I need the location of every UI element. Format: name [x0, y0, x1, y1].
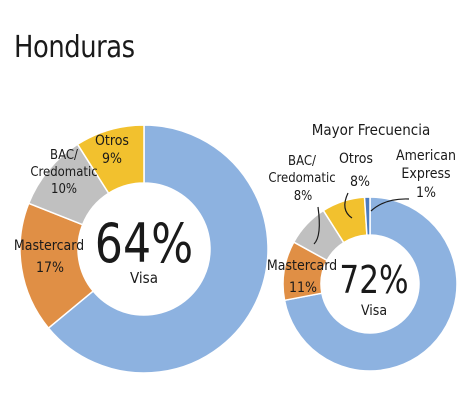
donut2-label-bac: BAC/ [288, 154, 316, 169]
donut2-leader-bac [313, 206, 320, 245]
donut2-leader-amex [370, 198, 410, 212]
donut1-center-hole [78, 183, 210, 315]
donut2-center-label: Visa [361, 303, 387, 319]
donut2-center-percent: 72% [339, 259, 408, 303]
donut2-label-bac-2: Credomatic [268, 171, 335, 186]
donut2-label-otros: Otros [339, 151, 373, 167]
donut1-label-otros: Otros [95, 133, 129, 149]
donut1-label-bac-2: Credomatic [30, 165, 97, 180]
donut2-slice-visa [283, 196, 458, 372]
donut2-label-amex-2: Express [401, 166, 450, 182]
donut2-title: Mayor Frecuencia [312, 121, 430, 139]
donut1-label-mastercard: Mastercard [14, 238, 84, 254]
donut2-label-amex: American [396, 148, 456, 164]
donut1-value-otros: 9% [102, 151, 122, 167]
donut2-label-mastercard: Mastercard [267, 258, 337, 274]
donut-chart-all [19, 124, 269, 374]
donut-chart-frequency [282, 196, 458, 372]
donut2-value-amex: 1% [416, 185, 436, 201]
donut2-center-hole [321, 235, 419, 333]
donut2-leader-otros [344, 192, 353, 219]
donut2-value-otros: 8% [350, 174, 370, 190]
donut1-label-bac: BAC/ [50, 148, 78, 163]
donut2-value-mastercard: 11% [289, 280, 317, 296]
page-title: Honduras [14, 30, 135, 65]
donut1-center-percent: 64% [95, 212, 193, 275]
donut1-value-mastercard: 17% [36, 260, 64, 276]
donut2-value-bac: 8% [294, 189, 313, 204]
donut1-center-label: Visa [130, 269, 158, 287]
donut1-value-bac: 10% [51, 182, 77, 197]
